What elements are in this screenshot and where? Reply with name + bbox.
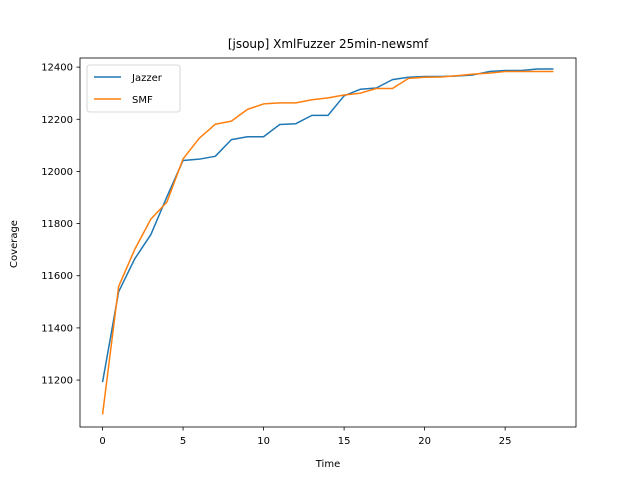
y-tick-label: 12000 — [41, 167, 73, 178]
x-tick-label: 15 — [338, 436, 351, 447]
y-tick-label: 11600 — [41, 271, 73, 282]
axes-frame — [79, 57, 577, 428]
y-axis-label: Coverage — [9, 220, 20, 268]
legend-label-jazzer: Jazzer — [131, 73, 163, 84]
x-tick-label: 20 — [418, 436, 431, 447]
x-tick-label: 25 — [499, 436, 512, 447]
y-tick-label: 11200 — [41, 376, 73, 387]
y-tick-label: 12400 — [41, 63, 73, 74]
y-tick-label: 12200 — [41, 115, 73, 126]
chart-title: [jsoup] XmlFuzzer 25min-newsmf — [228, 37, 429, 51]
x-tick-label: 5 — [180, 436, 186, 447]
y-tick-label: 11400 — [41, 323, 73, 334]
x-tick-label: 0 — [99, 436, 105, 447]
legend-label-smf: SMF — [132, 95, 153, 106]
series-line-smf — [101, 70, 554, 415]
x-axis-label: Time — [315, 459, 340, 470]
plot-area: 0 5 10 15 20 25 11200 11400 11600 11800 12000 12200… — [41, 57, 577, 447]
x-tick-label: 10 — [257, 436, 270, 447]
y-tick-label: 11800 — [41, 219, 73, 230]
